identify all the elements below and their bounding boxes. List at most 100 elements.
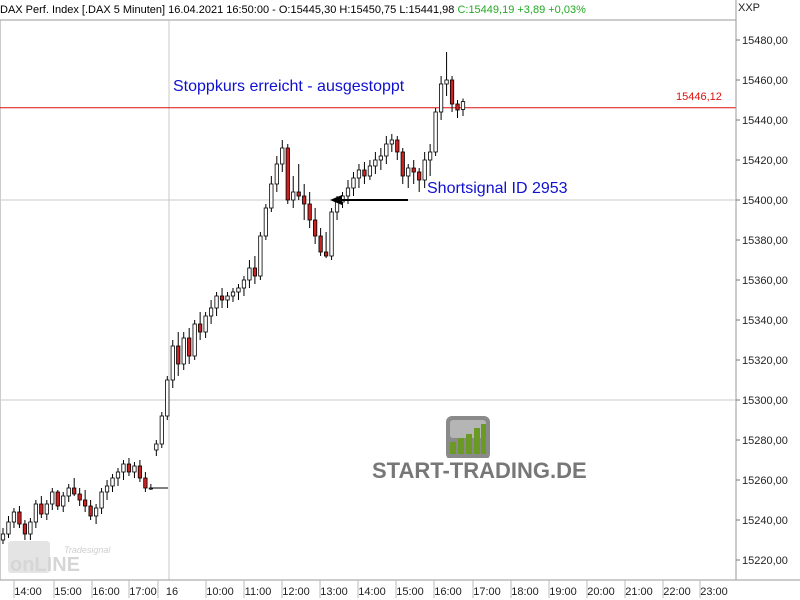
candle-body (285, 147, 290, 201)
y-tick-label: 15240,00 (742, 515, 788, 527)
header-close-info: C:15449,19 +3,89 +0,03% (457, 4, 586, 17)
candle-body (406, 167, 411, 177)
x-tick-label: 22:00 (663, 586, 691, 598)
candle-body (362, 169, 367, 177)
candle-body (449, 79, 455, 105)
candle-body (274, 163, 279, 185)
candle-body (219, 295, 225, 301)
candle-body (44, 503, 49, 515)
y-tick-label: 15220,00 (742, 555, 788, 567)
x-axis: 14:00 15:00 16:00 17:00 16 10:00 11:00 12:00 13:… (0, 579, 800, 600)
candle-body (225, 295, 230, 301)
y-tick-label: 15420,00 (742, 155, 788, 167)
candle-body (154, 443, 159, 451)
candle-body (121, 463, 126, 473)
candle-body (247, 267, 252, 281)
candle-body (88, 505, 93, 517)
candle-body (187, 337, 192, 357)
candle-body (378, 155, 383, 161)
candle-body (55, 491, 60, 507)
candle-body (263, 207, 268, 237)
candle-body (291, 191, 296, 201)
currency-label: XXP (738, 2, 761, 14)
candle-body (351, 177, 356, 189)
candle-body (159, 415, 164, 445)
candle-body (258, 235, 263, 277)
x-tick-label: 15:00 (396, 586, 424, 598)
candle-body (356, 169, 362, 179)
stop-annotation: Stoppkurs erreicht - ausgestoppt (173, 78, 405, 95)
chart-grid (0, 19, 737, 581)
signal-arrow (330, 195, 408, 205)
x-tick-label: 20:00 (587, 586, 615, 598)
x-tick-label: 15:00 (54, 586, 82, 598)
svg-text:Tradesignal: Tradesignal (64, 545, 111, 555)
candle-body (252, 267, 258, 277)
y-tick-label: 15300,00 (742, 395, 788, 407)
candle-body (66, 487, 71, 497)
candle-body (132, 465, 137, 473)
plot-frame (0, 19, 737, 581)
candle-series (0, 52, 466, 544)
candle-body (203, 315, 208, 333)
x-tick-label: 13:00 (320, 586, 348, 598)
header-symbol-info: DAX Perf. Index [.DAX 5 Minuten] 16.04.2… (0, 4, 455, 17)
candle-body (6, 521, 11, 535)
x-tick-label: 23:00 (700, 586, 728, 598)
candle-body (236, 287, 241, 293)
y-tick-label: 15260,00 (742, 475, 788, 487)
candle-body (422, 159, 427, 181)
candle-body (395, 139, 400, 153)
candle-body (230, 291, 236, 297)
y-tick-label: 15460,00 (742, 75, 788, 87)
candle-body (126, 463, 132, 473)
stop-price-tag: 15446,12 (676, 91, 722, 103)
y-axis: 15480,00 15460,00 15440,00 15420,00 15400,00… (735, 0, 800, 600)
candle-body (83, 499, 88, 507)
candle-body (110, 477, 115, 487)
x-tick-label: 10:00 (206, 586, 234, 598)
candle-body (318, 235, 323, 253)
candle-body (192, 323, 197, 357)
candle-body (313, 219, 318, 237)
y-tick-label: 15400,00 (742, 195, 788, 207)
candle-body (28, 521, 33, 535)
candle-body (77, 493, 82, 501)
candle-body (417, 171, 422, 181)
x-tick-label: 14:00 (358, 586, 386, 598)
candle-body (433, 111, 438, 153)
candle-body (0, 533, 6, 541)
candle-body (50, 491, 55, 505)
logo-text: START-TRADING.DE (372, 458, 587, 483)
x-tick-label: 17:00 (473, 586, 501, 598)
x-axis-panel (0, 580, 800, 600)
candle-body (33, 503, 38, 523)
x-tick-label: 16:00 (434, 586, 462, 598)
y-tick-label: 15480,00 (742, 35, 788, 47)
candle-body (384, 143, 389, 157)
x-tick-label: 14:00 (14, 586, 42, 598)
y-axis-panel (736, 0, 800, 600)
candle-body (72, 487, 77, 495)
y-tick-label: 15320,00 (742, 355, 788, 367)
y-tick-label: 15340,00 (742, 315, 788, 327)
svg-text:onLINE: onLINE (10, 554, 80, 575)
x-tick-label: 17:00 (129, 586, 157, 598)
candle-body (165, 379, 170, 417)
candle-body (438, 83, 444, 113)
signal-arrow-head (330, 195, 342, 205)
x-tick-label: 19:00 (549, 586, 577, 598)
signal-annotation: Shortsignal ID 2953 (427, 180, 568, 197)
candle-body (241, 279, 247, 289)
chart-header: DAX Perf. Index [.DAX 5 Minuten] 16.04.2… (0, 0, 736, 20)
candle-body (99, 491, 104, 509)
candle-body (61, 495, 66, 507)
candle-body (280, 147, 285, 165)
x-tick-label: 18:00 (511, 586, 539, 598)
candle-body (455, 103, 460, 111)
candle-body (307, 203, 312, 221)
x-tick-label: 12:00 (282, 586, 310, 598)
candle-body (389, 139, 394, 145)
candle-body (11, 511, 17, 523)
